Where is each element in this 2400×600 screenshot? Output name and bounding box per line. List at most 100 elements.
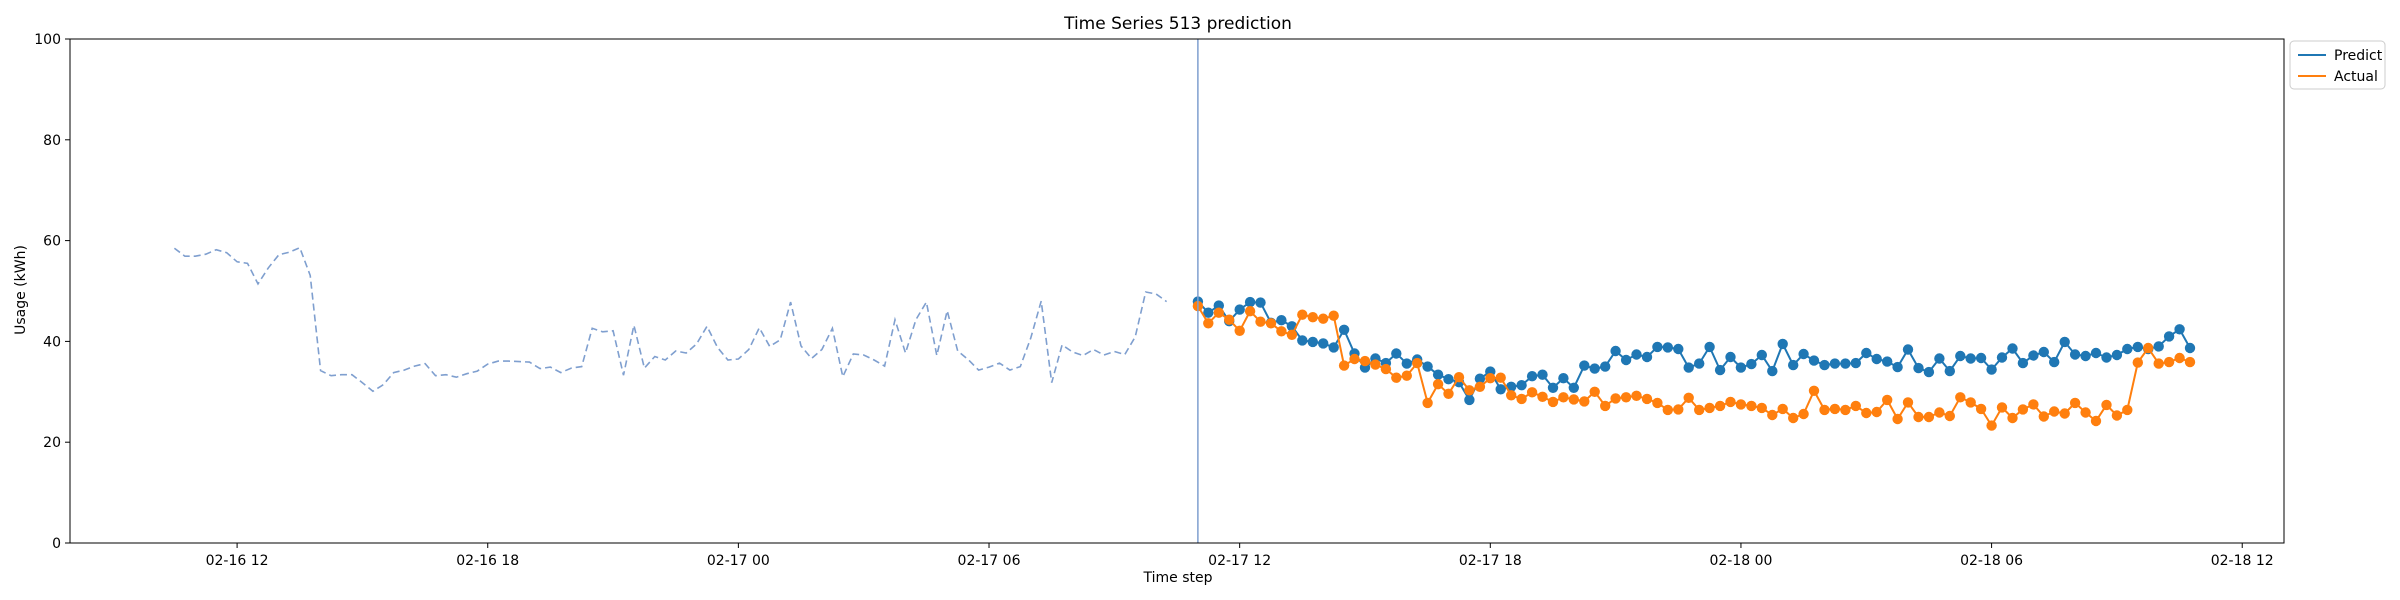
predict-point xyxy=(1714,364,1726,376)
actual-point xyxy=(2153,358,2164,369)
actual-point xyxy=(2049,406,2060,417)
predict-point xyxy=(1244,296,1256,308)
predict-point xyxy=(1882,356,1893,367)
plot-area xyxy=(69,38,2285,544)
actual-point xyxy=(1297,309,1308,320)
actual-point xyxy=(1359,355,1371,367)
actual-point xyxy=(1349,353,1360,365)
actual-point xyxy=(1286,329,1298,340)
actual-point xyxy=(1244,306,1256,317)
actual-point xyxy=(1391,372,1402,383)
actual-point xyxy=(1610,393,1621,404)
actual-point xyxy=(1412,357,1423,369)
predict-point xyxy=(1704,341,1715,353)
actual-point xyxy=(2038,411,2049,422)
predict-point xyxy=(1819,359,1830,371)
actual-point xyxy=(2069,397,2081,409)
x-tick-label: 02-18 00 xyxy=(1709,553,1772,569)
actual-point xyxy=(1568,394,1580,405)
legend-label-predict: Predict xyxy=(2334,48,2383,64)
predict-point xyxy=(2080,350,2091,362)
x-tick-label: 02-18 06 xyxy=(1960,553,2023,569)
predict-point xyxy=(1443,374,1454,385)
predict-point xyxy=(1474,373,1486,384)
x-axis-title: Time step xyxy=(1143,570,1213,586)
actual-point xyxy=(2080,407,2091,418)
predict-point xyxy=(1756,349,1768,361)
predict-point xyxy=(1401,358,1413,369)
actual-point xyxy=(2101,399,2112,411)
predict-point xyxy=(1934,353,1945,364)
predict-point xyxy=(2153,341,2164,352)
actual-point xyxy=(1714,400,1726,412)
predict-point xyxy=(1307,336,1319,348)
actual-point xyxy=(1871,406,1882,418)
predict-point xyxy=(2028,350,2039,361)
predict-point xyxy=(1276,315,1287,326)
actual-point xyxy=(1902,397,1914,408)
actual-point xyxy=(1798,408,1809,420)
predict-point xyxy=(1965,353,1976,364)
actual-point xyxy=(1516,393,1527,405)
predict-point xyxy=(1464,394,1475,406)
actual-point xyxy=(1923,411,1935,423)
actual-point xyxy=(1276,326,1287,337)
predict-point xyxy=(1203,307,1214,318)
predict-point xyxy=(2174,324,2185,335)
predict-point xyxy=(1620,354,1632,366)
actual-point xyxy=(1255,316,1266,327)
history-line xyxy=(173,246,1168,393)
history-series xyxy=(173,246,1168,393)
actual-point xyxy=(1944,410,1956,422)
x-tick-label: 02-17 18 xyxy=(1459,553,1522,569)
actual-point xyxy=(1975,403,1987,415)
y-tick-label: 20 xyxy=(43,435,61,451)
predict-point xyxy=(1892,361,1903,373)
actual-point xyxy=(1443,388,1454,399)
actual-point xyxy=(1767,409,1778,421)
actual-point xyxy=(1526,387,1538,398)
predict-point xyxy=(1589,363,1600,374)
actual-point xyxy=(1506,390,1517,401)
predict-point xyxy=(1850,357,1862,369)
x-tick-label: 02-17 12 xyxy=(1208,553,1271,569)
y-tick-label: 100 xyxy=(34,32,61,48)
predict-point xyxy=(1537,369,1548,380)
predict-point xyxy=(1432,369,1444,380)
actual-point xyxy=(1338,360,1350,371)
actual-point xyxy=(2122,404,2133,416)
actual-point xyxy=(1631,390,1642,401)
actual-point xyxy=(2028,399,2039,410)
predict-point xyxy=(1422,361,1433,372)
actual-point xyxy=(1380,363,1392,375)
actual-point xyxy=(1620,392,1632,403)
x-tick-label: 02-17 00 xyxy=(707,553,770,569)
predict-point xyxy=(1725,351,1736,363)
legend: Predict Actual xyxy=(2289,40,2386,90)
actual-point xyxy=(2111,410,2123,421)
actual-point xyxy=(1986,420,1997,431)
actual-point xyxy=(1882,394,1893,406)
y-tick-label: 40 xyxy=(43,334,61,350)
predict-point xyxy=(1641,351,1653,363)
actual-point xyxy=(1453,372,1465,383)
predict-point xyxy=(1735,362,1747,373)
predict-point xyxy=(1683,362,1694,373)
actual-point xyxy=(1432,379,1444,390)
actual-series xyxy=(1192,300,2196,431)
predict-point xyxy=(1871,353,1882,365)
predict-point xyxy=(2101,352,2112,363)
actual-point xyxy=(1495,372,1506,383)
predict-series xyxy=(1192,296,2196,406)
actual-point xyxy=(1641,393,1653,405)
predict-point xyxy=(1391,348,1402,359)
x-tick-label: 02-18 12 xyxy=(2211,553,2274,569)
actual-point xyxy=(1819,404,1830,416)
actual-point xyxy=(2174,352,2185,364)
actual-point xyxy=(1328,310,1339,321)
actual-point xyxy=(1735,399,1747,410)
actual-point xyxy=(1892,413,1903,425)
predict-point xyxy=(1767,365,1778,377)
actual-point xyxy=(1600,400,1611,412)
